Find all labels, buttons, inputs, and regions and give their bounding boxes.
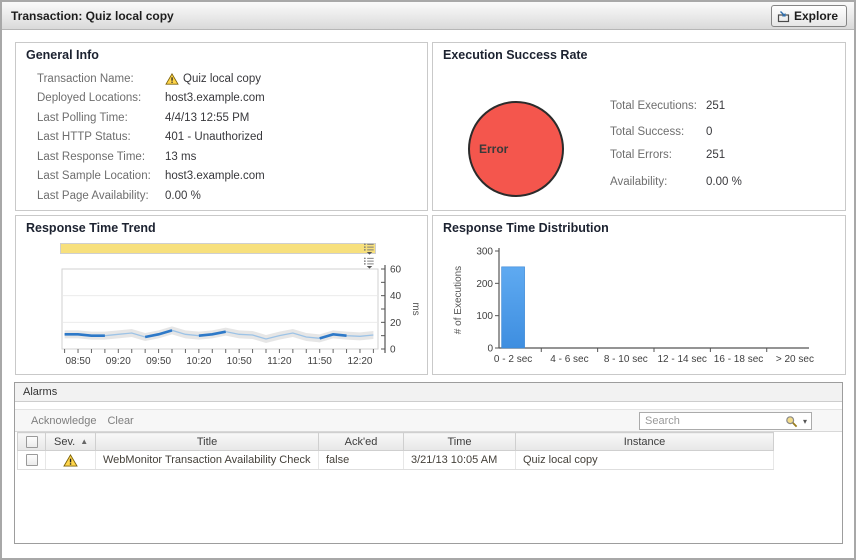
stat-total-errors: Total Errors: 251 — [610, 149, 725, 161]
alarms-table-header-row: Sev.▲ Title Ack'ed Time Instance — [18, 433, 774, 451]
svg-text:60: 60 — [390, 265, 402, 276]
alarm-row[interactable]: WebMonitor Transaction Availability Chec… — [18, 451, 774, 470]
svg-text:8 - 10 sec: 8 - 10 sec — [604, 354, 648, 365]
svg-text:300: 300 — [476, 247, 493, 258]
column-header-acked[interactable]: Ack'ed — [319, 433, 404, 451]
stat-total-success: Total Success: 0 — [610, 126, 712, 138]
info-row-last-response-time: Last Response Time: 13 ms — [16, 147, 427, 167]
response-time-trend-chart: 08:50 09:20 09:50 10:20 10:50 11:20 11:50 12:20… — [16, 216, 429, 376]
alarms-panel-title: Alarms — [15, 383, 842, 402]
warning-icon — [63, 454, 78, 467]
explore-label: Explore — [794, 9, 838, 23]
svg-text:0 - 2 sec: 0 - 2 sec — [494, 354, 532, 365]
error-pie: Error — [468, 101, 564, 197]
transaction-dashboard: Transaction: Quiz local copy Explore Gen… — [0, 0, 856, 560]
general-info-panel: General Info Transaction Name: Quiz loca… — [15, 42, 428, 211]
svg-text:4 - 6 sec: 4 - 6 sec — [550, 354, 588, 365]
trend-panel: Response Time Trend 08:5009:2009:5010:20… — [15, 215, 428, 375]
svg-text:12 - 14 sec: 12 - 14 sec — [657, 354, 706, 365]
row-checkbox[interactable] — [26, 454, 38, 466]
alarm-title-cell: WebMonitor Transaction Availability Chec… — [96, 451, 319, 470]
svg-text:09:50: 09:50 — [146, 356, 171, 367]
alarm-time-cell: 3/21/13 10:05 AM — [404, 451, 516, 470]
search-icon[interactable] — [785, 415, 800, 428]
column-header-instance[interactable]: Instance — [516, 433, 774, 451]
info-row-last-page-availability: Last Page Availability: 0.00 % — [16, 186, 427, 206]
success-rate-panel: Execution Success Rate Error Total Execu… — [432, 42, 846, 211]
svg-text:ms: ms — [410, 302, 421, 315]
info-row-transaction-name: Transaction Name: Quiz local copy — [16, 69, 427, 89]
sort-ascending-icon: ▲ — [80, 437, 88, 446]
distribution-panel: Response Time Distribution 0100200300# o… — [432, 215, 846, 375]
select-all-header[interactable] — [18, 433, 46, 451]
alarms-panel: Alarms Acknowledge Clear ▾ — [14, 382, 843, 544]
svg-text:16 - 18 sec: 16 - 18 sec — [714, 354, 763, 365]
success-rate-title: Execution Success Rate — [433, 43, 845, 62]
response-time-distribution-chart: 0 100 200 300 # of Executions 0 - 2 sec 4 - 6 … — [433, 216, 847, 376]
svg-text:20: 20 — [390, 318, 402, 329]
info-row-last-sample-location: Last Sample Location: host3.example.com — [16, 167, 427, 187]
svg-text:12:20: 12:20 — [347, 356, 372, 367]
svg-text:40: 40 — [390, 291, 402, 302]
titlebar: Transaction: Quiz local copy Explore — [2, 2, 854, 30]
column-header-title[interactable]: Title — [96, 433, 319, 451]
search-scope-dropdown-icon[interactable]: ▾ — [800, 417, 811, 426]
search-input[interactable] — [640, 415, 785, 427]
svg-text:08:50: 08:50 — [66, 356, 91, 367]
general-info-rows: Transaction Name: Quiz local copy Deploy… — [16, 69, 427, 206]
svg-text:09:20: 09:20 — [106, 356, 131, 367]
svg-text:10:20: 10:20 — [186, 356, 211, 367]
page-title: Transaction: Quiz local copy — [2, 9, 174, 23]
svg-text:10:50: 10:50 — [227, 356, 252, 367]
info-row-deployed-locations: Deployed Locations: host3.example.com — [16, 89, 427, 109]
svg-text:11:50: 11:50 — [308, 356, 333, 367]
column-header-time[interactable]: Time — [404, 433, 516, 451]
svg-text:11:20: 11:20 — [267, 356, 292, 367]
alarms-table: Sev.▲ Title Ack'ed Time Instance — [17, 432, 774, 470]
svg-text:# of Executions: # of Executions — [453, 266, 464, 334]
alarm-acked-cell: false — [319, 451, 404, 470]
stat-availability: Availability: 0.00 % — [610, 176, 742, 188]
info-row-last-polling-time: Last Polling Time: 4/4/13 12:55 PM — [16, 108, 427, 128]
general-info-title: General Info — [16, 43, 427, 62]
svg-text:200: 200 — [476, 279, 493, 290]
svg-text:0: 0 — [487, 344, 493, 355]
alarms-toolbar: Acknowledge Clear ▾ — [15, 409, 842, 432]
stat-total-executions: Total Executions: 251 — [610, 100, 725, 112]
warning-icon — [165, 73, 179, 85]
info-row-last-http-status: Last HTTP Status: 401 - Unauthorized — [16, 128, 427, 148]
error-pie-label: Error — [470, 142, 508, 156]
explore-button[interactable]: Explore — [771, 5, 847, 27]
svg-text:0: 0 — [390, 345, 396, 356]
acknowledge-button[interactable]: Acknowledge — [31, 415, 96, 427]
select-all-checkbox[interactable] — [26, 436, 38, 448]
search-box: ▾ — [639, 412, 812, 430]
alarm-instance-cell: Quiz local copy — [516, 451, 774, 470]
svg-text:> 20 sec: > 20 sec — [776, 354, 814, 365]
svg-text:100: 100 — [476, 311, 493, 322]
explore-icon — [777, 10, 790, 23]
column-header-severity[interactable]: Sev.▲ — [46, 433, 96, 451]
clear-button[interactable]: Clear — [107, 415, 133, 427]
